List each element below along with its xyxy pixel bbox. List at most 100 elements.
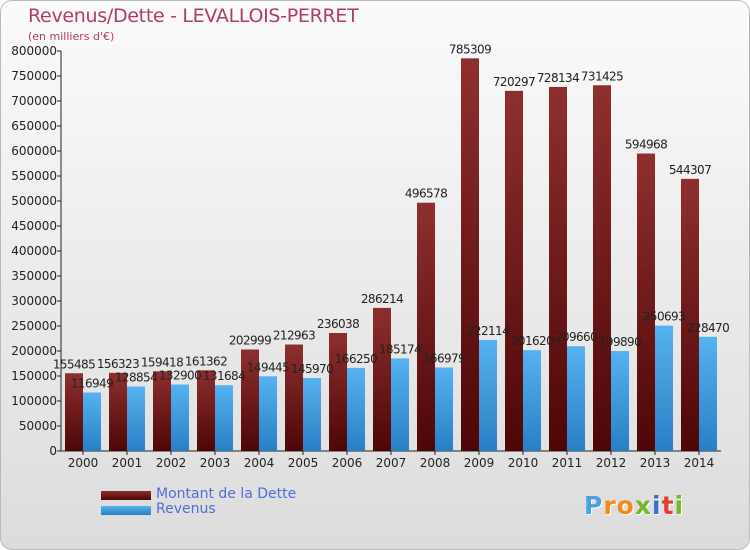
y-tick-label: 100000 bbox=[11, 394, 57, 408]
y-tick-label: 700000 bbox=[11, 94, 57, 108]
bar-revenus bbox=[259, 376, 277, 451]
bar-dette bbox=[153, 371, 171, 451]
logo-letter: o bbox=[616, 491, 635, 520]
x-tick-label: 2012 bbox=[596, 456, 627, 470]
data-label-dette: 594968 bbox=[625, 138, 667, 152]
data-label-revenus: 228470 bbox=[687, 321, 729, 335]
y-tick-label: 0 bbox=[49, 444, 57, 458]
y-tick-label: 150000 bbox=[11, 369, 57, 383]
bar-dette bbox=[681, 178, 699, 451]
x-tick-label: 2000 bbox=[68, 456, 99, 470]
y-tick-label: 250000 bbox=[11, 319, 57, 333]
bar-revenus bbox=[347, 367, 365, 451]
y-tick-label: 600000 bbox=[11, 144, 57, 158]
bar-dette bbox=[637, 153, 655, 452]
data-label-dette: 212963 bbox=[273, 329, 315, 343]
data-label-revenus: 145970 bbox=[291, 362, 333, 376]
bar-dette bbox=[241, 349, 259, 451]
y-tick-label: 400000 bbox=[11, 244, 57, 258]
data-label-dette: 496578 bbox=[405, 187, 447, 201]
x-tick-label: 2010 bbox=[508, 456, 539, 470]
x-tick-label: 2002 bbox=[156, 456, 187, 470]
bar-revenus bbox=[391, 358, 409, 451]
x-tick-label: 2008 bbox=[420, 456, 451, 470]
data-label-revenus: 128854 bbox=[115, 371, 157, 385]
y-tick-label: 50000 bbox=[19, 419, 57, 433]
chart-title: Revenus/Dette - LEVALLOIS-PERRET bbox=[28, 5, 359, 27]
data-label-dette: 544307 bbox=[669, 163, 711, 177]
bar-revenus bbox=[215, 385, 233, 451]
x-tick-label: 2013 bbox=[640, 456, 671, 470]
bar-dette bbox=[109, 372, 127, 451]
bar-dette bbox=[197, 370, 215, 451]
data-label-revenus: 201620 bbox=[511, 334, 553, 348]
bar-revenus bbox=[479, 339, 497, 451]
proxiti-logo: Proxiti bbox=[584, 491, 684, 520]
data-label-dette: 720297 bbox=[493, 75, 535, 89]
y-tick-label: 650000 bbox=[11, 119, 57, 133]
data-label-revenus: 149445 bbox=[247, 360, 289, 374]
y-tick-label: 800000 bbox=[11, 44, 57, 58]
data-label-revenus: 209660 bbox=[555, 330, 597, 344]
bar-dette bbox=[549, 86, 567, 452]
x-tick-label: 2014 bbox=[684, 456, 715, 470]
data-label-dette: 728134 bbox=[537, 71, 579, 85]
bar-revenus bbox=[171, 384, 189, 451]
bar-revenus bbox=[127, 386, 145, 451]
chart-subtitle: (en milliers d'€) bbox=[28, 30, 115, 43]
x-tick-label: 2007 bbox=[376, 456, 407, 470]
bar-dette bbox=[285, 344, 303, 451]
y-tick-label: 200000 bbox=[11, 344, 57, 358]
logo-letter: r bbox=[603, 491, 617, 520]
x-tick-label: 2004 bbox=[244, 456, 275, 470]
data-label-dette: 161362 bbox=[185, 354, 227, 368]
bar-dette bbox=[373, 307, 391, 451]
data-label-dette: 156323 bbox=[97, 357, 139, 371]
logo-letter: t bbox=[661, 491, 675, 520]
logo-letter: P bbox=[584, 491, 604, 520]
data-label-revenus: 222114 bbox=[467, 324, 509, 338]
bar-revenus bbox=[567, 346, 585, 451]
data-label-revenus: 116949 bbox=[71, 377, 113, 391]
data-label-dette: 286214 bbox=[361, 292, 403, 306]
data-label-revenus: 132900 bbox=[159, 369, 201, 383]
bar-revenus bbox=[655, 325, 673, 451]
y-tick-label: 450000 bbox=[11, 219, 57, 233]
bars-group bbox=[65, 58, 717, 452]
bar-dette bbox=[593, 85, 611, 451]
logo-letter: x bbox=[634, 491, 652, 520]
bar-dette bbox=[329, 332, 347, 451]
bar-revenus bbox=[699, 336, 717, 451]
bar-dette bbox=[461, 58, 479, 452]
bar-revenus bbox=[83, 392, 101, 451]
y-tick-label: 550000 bbox=[11, 169, 57, 183]
x-tick-label: 2011 bbox=[552, 456, 583, 470]
data-label-revenus: 199890 bbox=[599, 335, 641, 349]
y-tick-label: 300000 bbox=[11, 294, 57, 308]
data-label-dette: 155485 bbox=[53, 357, 95, 371]
x-tick-label: 2003 bbox=[200, 456, 231, 470]
logo-letter: i bbox=[652, 491, 662, 520]
x-tick-label: 2006 bbox=[332, 456, 363, 470]
x-tick-label: 2005 bbox=[288, 456, 319, 470]
data-label-revenus: 166979 bbox=[423, 352, 465, 366]
logo-letter: i bbox=[674, 491, 685, 520]
data-label-revenus: 131684 bbox=[203, 369, 245, 383]
data-label-dette: 731425 bbox=[581, 69, 623, 83]
bar-dette bbox=[65, 373, 83, 451]
bar-dette bbox=[505, 90, 523, 451]
bar-revenus bbox=[303, 378, 321, 451]
bar-dette bbox=[417, 202, 435, 451]
bar-revenus bbox=[523, 350, 541, 451]
legend-swatch-dette bbox=[101, 491, 151, 500]
y-tick-label: 500000 bbox=[11, 194, 57, 208]
y-tick-label: 750000 bbox=[11, 69, 57, 83]
x-tick-label: 2001 bbox=[112, 456, 143, 470]
legend-label-revenus: Revenus bbox=[156, 501, 216, 517]
data-label-revenus: 166250 bbox=[335, 352, 377, 366]
y-tick-label: 350000 bbox=[11, 269, 57, 283]
legend-label-dette: Montant de la Dette bbox=[156, 486, 297, 502]
